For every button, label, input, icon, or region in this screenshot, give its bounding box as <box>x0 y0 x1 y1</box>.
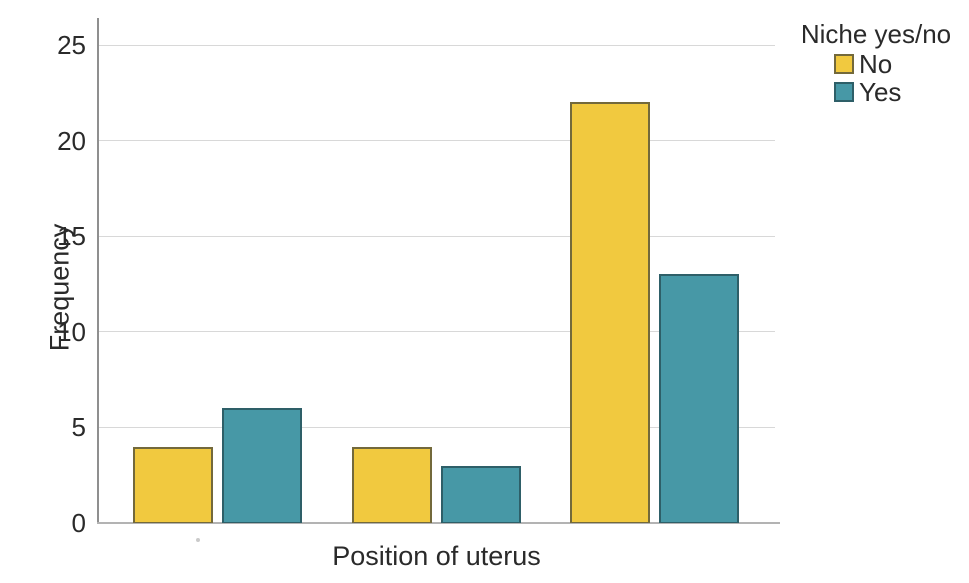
y-tick-label-10: 10 <box>57 316 86 347</box>
legend-row-no: No <box>834 49 969 79</box>
y-tick-label-25: 25 <box>57 30 86 60</box>
legend-title: Niche yes/no <box>800 19 952 49</box>
bar-no-group2 <box>352 447 432 523</box>
y-tick-label-0: 0 <box>71 508 86 538</box>
bar-yes-group3 <box>659 274 739 523</box>
gridline-15 <box>98 235 775 237</box>
legend: Niche yes/no No Yes <box>782 19 969 107</box>
y-tick-label-5: 5 <box>71 412 86 443</box>
stray-mark <box>196 538 200 542</box>
gridline-25 <box>98 44 775 46</box>
legend-swatch-yes <box>834 82 854 102</box>
legend-label-no: No <box>859 49 893 79</box>
gridline-20 <box>98 140 775 142</box>
y-tick-label-20: 20 <box>57 125 86 156</box>
gridline-10 <box>98 331 775 333</box>
gridline-5 <box>98 426 775 428</box>
y-tick-label-15: 15 <box>57 221 86 252</box>
x-axis-line <box>97 522 780 524</box>
x-axis-title: Position of uterus <box>332 541 541 571</box>
bar-yes-group2 <box>441 466 521 523</box>
bar-no-group3 <box>570 102 650 523</box>
legend-swatch-no <box>834 54 854 74</box>
bar-no-group1 <box>133 447 213 523</box>
y-axis-line <box>97 18 99 523</box>
plot-area <box>97 18 780 524</box>
legend-row-yes: Yes <box>834 77 969 107</box>
bar-yes-group1 <box>222 408 302 523</box>
legend-label-yes: Yes <box>859 77 902 107</box>
